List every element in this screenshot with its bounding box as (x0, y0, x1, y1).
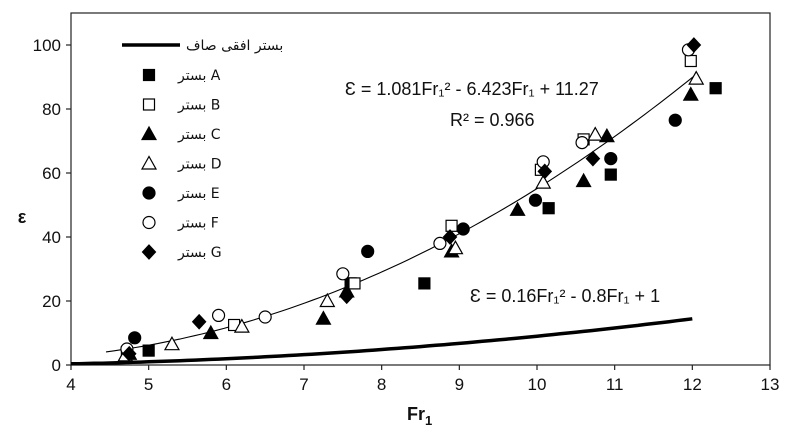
data-point (445, 219, 458, 232)
legend-label: بستر A (177, 68, 221, 84)
x-axis-ticks: 4 5 6 7 8 9 10 11 12 13 (66, 365, 779, 394)
x-tick-label: 9 (455, 375, 464, 394)
x-axis-label: Fr1 (407, 404, 432, 428)
flat-bed-equation: Ɛ = 0.16Fr₁² - 0.8Fr₁ + 1 (470, 286, 660, 306)
y-tick-label: 40 (42, 228, 61, 247)
data-point (211, 308, 226, 322)
legend-label: بستر C (177, 127, 221, 143)
fit-curves (70, 73, 697, 366)
y-tick-label: 60 (42, 164, 61, 183)
data-point (447, 239, 464, 255)
x-tick-label: 11 (606, 375, 624, 394)
data-point (537, 163, 553, 180)
fit-equation: Ɛ = 1.081Fr₁² - 6.423Fr₁ + 11.27 (345, 79, 599, 99)
data-point (709, 82, 722, 95)
x-tick-label: 7 (299, 375, 308, 394)
flat-bed-curve (70, 317, 693, 366)
data-point (163, 335, 180, 351)
y-tick-label: 80 (42, 100, 61, 119)
data-point (361, 244, 375, 258)
y-axis-label: ε (18, 207, 27, 227)
data-point (202, 324, 219, 340)
y-tick-label: 100 (33, 36, 61, 55)
data-point (542, 202, 555, 215)
data-point (191, 313, 207, 330)
data-point (128, 331, 142, 345)
legend-label: بستر G (177, 245, 222, 261)
y-tick-label: 20 (42, 292, 61, 311)
data-point (456, 222, 470, 236)
data-point (418, 277, 431, 290)
data-point (604, 168, 617, 181)
x-tick-label: 13 (761, 375, 780, 394)
data-point (528, 193, 543, 207)
data-point (315, 310, 332, 325)
legend-line-label: بستر افقی صاف (186, 38, 283, 54)
legend-marker (140, 125, 158, 141)
x-tick-label: 5 (144, 375, 153, 394)
legend-marker (141, 244, 157, 260)
data-point (509, 201, 526, 216)
legend-marker (142, 98, 156, 111)
r-squared-label: R² = 0.966 (450, 110, 535, 130)
data-point (585, 150, 601, 167)
legend-marker (142, 186, 156, 200)
data-point (668, 113, 682, 127)
data-point (339, 288, 355, 305)
fit-curve (105, 73, 697, 353)
x-tick-label: 8 (377, 375, 386, 394)
data-point (575, 136, 589, 150)
data-point (686, 37, 702, 53)
data-point (604, 152, 618, 166)
data-points (117, 37, 722, 362)
legend-marker (142, 68, 156, 82)
data-point (682, 86, 699, 101)
x-tick-label: 12 (683, 375, 702, 394)
legend-marker (142, 215, 156, 230)
legend: بستر افقی صاف بستر A بستر B بستر C بستر D بس… (122, 38, 283, 261)
data-point (535, 174, 552, 189)
plot-area-frame (70, 12, 771, 366)
data-point (258, 310, 272, 324)
data-point (598, 127, 615, 143)
data-point (142, 344, 155, 357)
data-point (575, 172, 592, 188)
legend-label: بستر E (177, 186, 220, 202)
data-point (336, 267, 350, 281)
data-point (319, 292, 336, 308)
data-point (433, 236, 447, 250)
x-tick-label: 4 (66, 375, 75, 394)
data-point (233, 318, 250, 333)
legend-label: بستر B (177, 98, 220, 114)
data-point (587, 126, 604, 141)
x-tick-label: 10 (528, 375, 547, 394)
legend-label: بستر D (177, 157, 222, 173)
y-tick-label: 0 (52, 356, 61, 375)
data-point (121, 345, 137, 362)
y-axis-ticks: 0 20 40 60 80 100 (33, 36, 71, 375)
legend-label: بستر F (177, 216, 219, 232)
x-tick-label: 6 (222, 375, 231, 394)
data-point (688, 70, 705, 85)
data-point (348, 277, 361, 290)
legend-marker (140, 155, 158, 170)
data-point (684, 54, 697, 68)
data-point (442, 229, 458, 245)
